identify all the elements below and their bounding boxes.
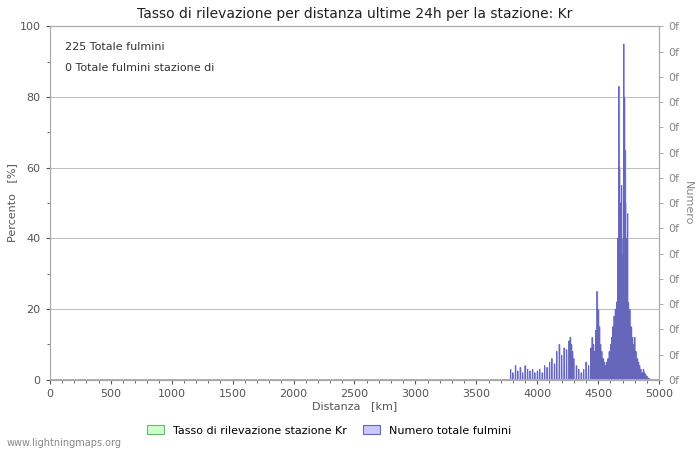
Text: 0 Totale fulmini stazione di: 0 Totale fulmini stazione di [65,63,214,73]
Y-axis label: Numero: Numero [683,181,693,225]
Title: Tasso di rilevazione per distanza ultime 24h per la stazione: Kr: Tasso di rilevazione per distanza ultime… [136,7,572,21]
Y-axis label: Percento   [%]: Percento [%] [7,164,17,243]
Text: 225 Totale fulmini: 225 Totale fulmini [65,42,164,52]
Text: www.lightningmaps.org: www.lightningmaps.org [7,438,122,448]
X-axis label: Distanza   [km]: Distanza [km] [312,401,397,412]
Legend: Tasso di rilevazione stazione Kr, Numero totale fulmini: Tasso di rilevazione stazione Kr, Numero… [143,421,515,440]
